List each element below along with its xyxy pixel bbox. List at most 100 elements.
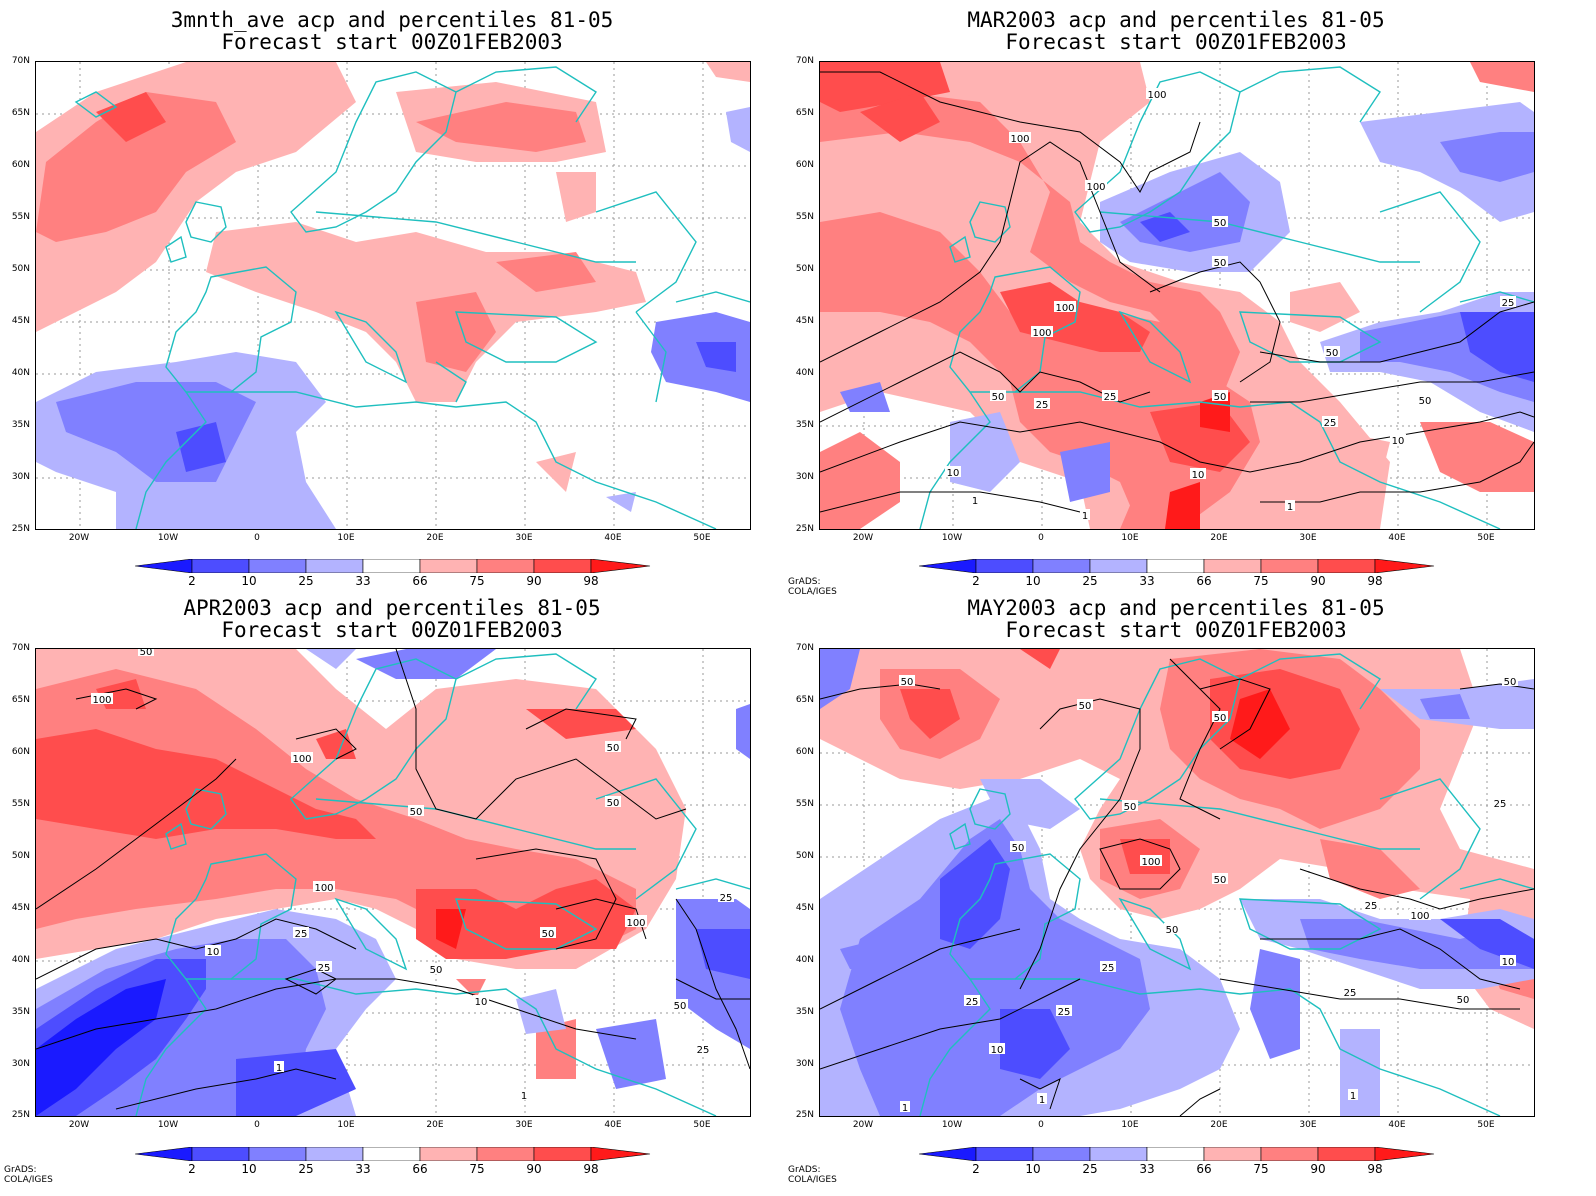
svg-text:1: 1 (521, 1091, 527, 1102)
colorbar-swatches (134, 558, 651, 574)
lat-label: 35N (795, 420, 814, 430)
colorbar-label: 90 (526, 574, 542, 588)
colorbar-label: 33 (355, 1162, 371, 1176)
svg-text:50: 50 (1166, 925, 1179, 936)
svg-text:50: 50 (1214, 713, 1227, 724)
lon-label: 50E (693, 533, 711, 543)
contour-label: 100 (625, 916, 647, 929)
lat-label: 60N (795, 747, 814, 757)
contour-label: 50 (1417, 394, 1433, 407)
colorbar-label: 10 (1025, 1162, 1041, 1176)
lon-label: 10E (337, 533, 355, 543)
contour-label: 1 (900, 1101, 910, 1114)
contour-label: 100 (91, 693, 113, 706)
svg-text:1: 1 (1039, 1095, 1045, 1106)
colorbar-label: 98 (583, 1162, 599, 1176)
contour-label: 50 (605, 796, 621, 809)
svg-text:1: 1 (1082, 511, 1088, 522)
colorbar: 2 10 25 33 66 75 90 98 (134, 1146, 655, 1176)
contour-label: 1 (1037, 1093, 1047, 1106)
colorbar-label: 66 (412, 574, 428, 588)
colorbar-label: 75 (469, 1162, 485, 1176)
contour-label: 10 (205, 945, 221, 958)
contour-label: 25 (1034, 398, 1050, 411)
lon-label: 30E (1299, 533, 1317, 543)
colorbar-label: 90 (526, 1162, 542, 1176)
contour-label: 100 (1009, 132, 1031, 145)
svg-text:100: 100 (314, 883, 333, 894)
svg-text:50: 50 (140, 649, 153, 658)
contour-label: 10 (1500, 955, 1516, 968)
lon-label: 20W (68, 533, 90, 543)
colorbar-label: 2 (188, 574, 196, 588)
svg-text:50: 50 (674, 1001, 687, 1012)
colorbar-swatches (918, 558, 1435, 574)
contour-label: 25 (1363, 899, 1379, 912)
lat-label: 40N (11, 955, 30, 965)
lat-label: 30N (795, 472, 814, 482)
svg-text:1: 1 (972, 496, 978, 507)
lat-label: 40N (795, 955, 814, 965)
colorbar: 2 10 25 33 66 75 90 98 (134, 558, 655, 588)
colorbar-label: 10 (241, 574, 257, 588)
svg-text:10: 10 (475, 997, 488, 1008)
svg-text:10: 10 (1192, 470, 1205, 481)
panel-title: APR2003 acp and percentiles 81-05 (183, 596, 601, 620)
lon-label: 20W (852, 1120, 874, 1130)
svg-text:1: 1 (276, 1063, 282, 1074)
map-plot (36, 62, 750, 529)
svg-text:50: 50 (430, 965, 443, 976)
contour-label: 25 (1322, 416, 1338, 429)
svg-text:25: 25 (1502, 298, 1515, 309)
contour-label: 50 (1212, 711, 1228, 724)
map-plot (36, 649, 750, 1116)
svg-text:50: 50 (1214, 392, 1227, 403)
svg-text:50: 50 (607, 798, 620, 809)
lat-label: 45N (795, 316, 814, 326)
svg-text:50: 50 (1012, 843, 1025, 854)
svg-text:100: 100 (1010, 134, 1029, 145)
panel-subtitle: Forecast start 00Z01FEB2003 (221, 30, 563, 54)
colorbar-label: 33 (1139, 574, 1155, 588)
contour-label: 10 (945, 466, 961, 479)
colorbar-label: 33 (355, 574, 371, 588)
svg-text:50: 50 (607, 743, 620, 754)
colorbar-label: 10 (1025, 574, 1041, 588)
lat-label: 55N (795, 212, 814, 222)
contour-label: 1 (1348, 1089, 1358, 1102)
contour-label: 100 (291, 752, 313, 765)
contour-label: 10 (473, 995, 489, 1008)
map-area: 50 100 100 100 50 50 50 50 50 100 25 25 10 10 1 25 50 25 1… (35, 648, 751, 1117)
colorbar-label: 2 (972, 1162, 980, 1176)
lon-label: 0 (1038, 1120, 1044, 1130)
contour-label: 25 (1342, 986, 1358, 999)
lat-label: 55N (11, 799, 30, 809)
svg-text:25: 25 (318, 963, 331, 974)
lon-label: 0 (254, 533, 260, 543)
lon-label: 30E (515, 1120, 533, 1130)
contour-label: 1 (1285, 500, 1295, 513)
svg-text:10: 10 (207, 947, 220, 958)
svg-text:50: 50 (1419, 396, 1432, 407)
svg-text:100: 100 (1147, 90, 1166, 101)
contour-label: 50 (1212, 390, 1228, 403)
contour-labels: 100 100 100 100 100 50 50 50 50 50 50 25 25 25 25 10 10 1… (945, 88, 1516, 522)
contour-label: 25 (718, 891, 734, 904)
lon-label: 20E (426, 1120, 444, 1130)
svg-text:10: 10 (947, 468, 960, 479)
svg-text:100: 100 (626, 918, 645, 929)
svg-text:100: 100 (92, 695, 111, 706)
svg-text:25: 25 (1494, 799, 1507, 810)
lat-label: 70N (11, 643, 30, 653)
colorbar-swatches (918, 1146, 1435, 1162)
svg-text:50: 50 (901, 677, 914, 688)
contour-label: 1 (970, 494, 980, 507)
panel-title: 3mnth_ave acp and percentiles 81-05 (170, 8, 614, 32)
svg-text:50: 50 (1124, 802, 1137, 813)
colorbar-label: 98 (583, 574, 599, 588)
contour-label: 10 (989, 1043, 1005, 1056)
svg-text:50: 50 (1214, 218, 1227, 229)
panel-subtitle: Forecast start 00Z01FEB2003 (221, 618, 563, 642)
lat-label: 25N (795, 1110, 814, 1120)
svg-text:50: 50 (1214, 875, 1227, 886)
